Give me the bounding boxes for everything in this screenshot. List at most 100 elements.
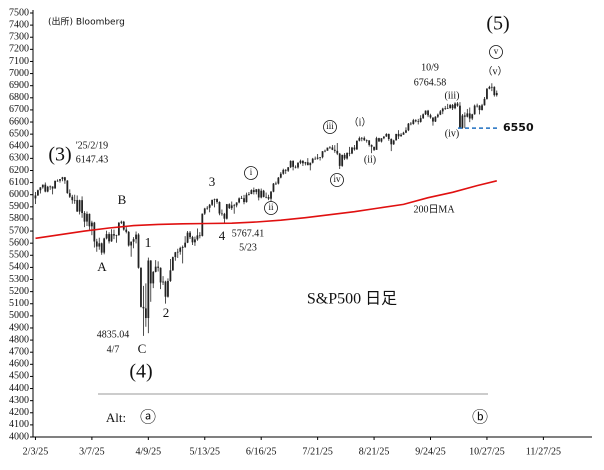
candle-body bbox=[125, 229, 128, 232]
candle-body bbox=[473, 105, 476, 115]
y-tick-label: 6000 bbox=[9, 189, 29, 200]
candle-body bbox=[355, 140, 358, 150]
candle-body bbox=[390, 138, 393, 145]
candle-body bbox=[461, 115, 464, 128]
annotation: i bbox=[250, 167, 253, 177]
annotation: Alt: bbox=[106, 410, 126, 425]
candle-body bbox=[294, 166, 297, 168]
candle-body bbox=[184, 242, 187, 247]
candle-body bbox=[360, 137, 363, 139]
candle-body bbox=[373, 146, 375, 150]
candle-body bbox=[277, 177, 280, 184]
x-tick-label: 9/24/25 bbox=[415, 446, 446, 457]
candle-body bbox=[179, 247, 182, 252]
candle-body bbox=[402, 132, 405, 135]
candle-body bbox=[422, 114, 425, 119]
candle-body bbox=[149, 260, 152, 284]
candle-body bbox=[493, 86, 496, 96]
candle-body bbox=[314, 158, 317, 160]
annotation-circle bbox=[323, 120, 337, 134]
candle-body bbox=[432, 117, 434, 122]
candle-body bbox=[154, 266, 157, 272]
y-tick-label: 6400 bbox=[9, 141, 29, 152]
candle-body bbox=[194, 239, 196, 243]
candle-body bbox=[407, 123, 410, 131]
candle-body bbox=[49, 186, 52, 188]
candle-body bbox=[306, 162, 309, 166]
candle-body bbox=[468, 113, 471, 119]
candle-body bbox=[397, 133, 400, 137]
candle-body bbox=[449, 105, 452, 109]
candle-body bbox=[83, 213, 86, 222]
y-tick-label: 4800 bbox=[9, 334, 29, 345]
candle-body bbox=[117, 222, 120, 236]
candle-body bbox=[311, 158, 314, 163]
x-tick-label: 11/27/25 bbox=[526, 446, 561, 457]
candle-body bbox=[103, 238, 106, 253]
candle-body bbox=[41, 184, 44, 188]
candle-body bbox=[436, 114, 439, 117]
candle-body bbox=[157, 266, 160, 268]
candle-body bbox=[223, 213, 226, 219]
candle-body bbox=[444, 108, 447, 109]
y-tick-label: 7100 bbox=[9, 56, 29, 67]
y-tick-label: 6100 bbox=[9, 177, 29, 188]
candle-body bbox=[481, 105, 483, 111]
candle-body bbox=[463, 115, 466, 117]
candle-body bbox=[289, 160, 292, 168]
candle-body bbox=[490, 86, 493, 88]
candle-body bbox=[255, 189, 258, 193]
candle-body bbox=[186, 232, 189, 243]
annotation: 4 bbox=[219, 228, 226, 243]
candle-body bbox=[427, 110, 429, 116]
y-tick-label: 7400 bbox=[9, 19, 29, 30]
x-tick-label: 6/16/25 bbox=[246, 446, 277, 457]
y-tick-label: 6500 bbox=[9, 128, 29, 139]
candle-body bbox=[216, 199, 218, 202]
candle-body bbox=[275, 183, 277, 185]
x-tick-label: 8/21/25 bbox=[359, 446, 390, 457]
annotation-circle bbox=[264, 201, 278, 215]
candle-body bbox=[59, 179, 61, 181]
candle-body bbox=[228, 204, 231, 209]
y-tick-label: 4300 bbox=[9, 395, 29, 406]
candle-body bbox=[213, 199, 216, 200]
candle-body bbox=[167, 280, 169, 297]
candle-body bbox=[51, 186, 54, 189]
candle-body bbox=[331, 147, 334, 150]
candle-body bbox=[127, 231, 130, 246]
annotation: ⓑ bbox=[472, 409, 488, 427]
candle-body bbox=[208, 204, 211, 208]
candle-body bbox=[164, 281, 167, 297]
candle-body bbox=[270, 191, 272, 199]
candle-body bbox=[44, 184, 47, 192]
candle-body bbox=[78, 200, 81, 212]
candle-body bbox=[419, 118, 422, 122]
candle-body bbox=[309, 162, 312, 166]
candle-body bbox=[368, 140, 371, 145]
annotation: A bbox=[97, 259, 107, 274]
y-tick-label: 5100 bbox=[9, 298, 29, 309]
candle-body bbox=[338, 153, 341, 166]
x-tick-label: 5/13/25 bbox=[189, 446, 220, 457]
chart-title: S&P500 日足 bbox=[307, 291, 397, 308]
candle-body bbox=[378, 138, 380, 142]
candle-body bbox=[382, 136, 385, 139]
candle-body bbox=[37, 190, 39, 196]
candle-body bbox=[385, 134, 388, 137]
x-tick-label: 3/7/25 bbox=[79, 446, 105, 457]
annotation: 2 bbox=[163, 305, 170, 320]
annotation: 4/7 bbox=[107, 344, 120, 355]
candle-body bbox=[348, 152, 351, 154]
candle-body bbox=[225, 204, 228, 219]
y-tick-label: 4700 bbox=[9, 346, 29, 357]
candle-body bbox=[459, 105, 461, 128]
annotation: 5767.41 bbox=[232, 228, 265, 239]
candle-body bbox=[252, 190, 255, 193]
candle-body bbox=[370, 144, 373, 147]
candle-body bbox=[120, 221, 123, 223]
y-tick-label: 4200 bbox=[9, 407, 29, 418]
candle-body bbox=[34, 195, 37, 199]
candle-body bbox=[211, 199, 214, 205]
y-tick-label: 4600 bbox=[9, 359, 29, 370]
